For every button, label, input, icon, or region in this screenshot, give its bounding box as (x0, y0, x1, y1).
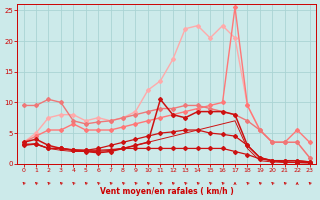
X-axis label: Vent moyen/en rafales ( km/h ): Vent moyen/en rafales ( km/h ) (100, 187, 234, 196)
